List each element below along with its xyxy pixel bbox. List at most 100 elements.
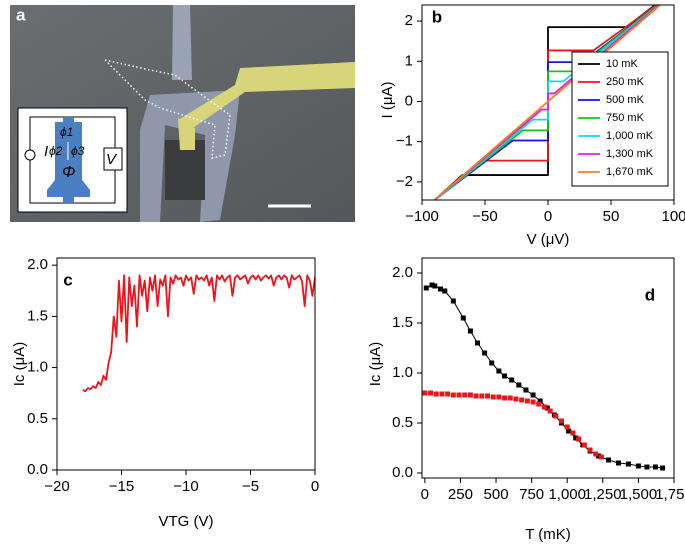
- y-tick-label: 2.0: [392, 264, 413, 281]
- inset: [17, 107, 128, 213]
- panel-label: c: [63, 270, 72, 289]
- y-tick-label: 1.0: [27, 359, 48, 376]
- x-axis-label: V (μV): [527, 231, 570, 248]
- marker: [523, 387, 529, 393]
- marker: [432, 283, 438, 289]
- marker: [445, 391, 451, 397]
- x-tick-label: 50: [603, 208, 620, 225]
- marker: [489, 360, 495, 366]
- legend-label: 250 mK: [606, 76, 645, 88]
- x-tick-label: 1,250: [584, 486, 622, 503]
- marker: [450, 392, 456, 398]
- y-tick-label: −1: [396, 133, 413, 150]
- y-tick-label: 0.5: [392, 414, 413, 431]
- marker: [593, 451, 599, 457]
- marker: [423, 285, 429, 291]
- marker: [439, 391, 445, 397]
- inset-phase: ϕ3: [71, 144, 85, 158]
- x-axis-label: T (mK): [525, 526, 571, 543]
- y-axis-label: Ic (μA): [367, 342, 384, 386]
- marker: [652, 464, 658, 470]
- marker: [587, 447, 593, 453]
- marker: [625, 461, 631, 467]
- series-line: [426, 284, 663, 469]
- x-tick-label: 0: [311, 478, 319, 495]
- x-tick-label: −50: [472, 208, 497, 225]
- marker: [541, 404, 547, 410]
- inset-current: I: [44, 143, 48, 160]
- marker: [581, 442, 587, 448]
- marker: [559, 418, 565, 424]
- marker: [502, 395, 508, 401]
- marker: [536, 401, 542, 407]
- y-tick-label: 0: [405, 92, 413, 109]
- legend-label: 1,300 mK: [606, 148, 654, 160]
- x-tick-label: 1,000: [548, 486, 586, 503]
- marker: [660, 465, 666, 471]
- marker: [442, 288, 448, 294]
- legend-label: 750 mK: [606, 112, 645, 124]
- panel-label: b: [432, 7, 442, 26]
- marker: [450, 298, 456, 304]
- marker: [496, 394, 502, 400]
- marker: [530, 392, 536, 398]
- marker: [422, 390, 428, 396]
- y-tick-label: 1.0: [392, 364, 413, 381]
- legend-box: [571, 51, 669, 187]
- series-line: [434, 4, 661, 201]
- inset-voltage: V: [106, 151, 118, 168]
- marker: [473, 393, 479, 399]
- marker: [635, 463, 641, 469]
- y-tick-label: 1.5: [392, 314, 413, 331]
- x-axis-label: VTG (V): [159, 513, 214, 530]
- marker: [479, 393, 485, 399]
- y-tick-label: 1: [405, 52, 413, 69]
- marker: [509, 377, 515, 383]
- x-tick-label: 0: [544, 208, 552, 225]
- y-tick-label: 0.0: [27, 461, 48, 478]
- x-tick-label: 750: [519, 486, 544, 503]
- marker: [615, 460, 621, 466]
- x-tick-label: −5: [242, 478, 259, 495]
- marker: [596, 453, 602, 459]
- y-axis-label: Ic (μA): [11, 342, 28, 386]
- marker: [482, 350, 488, 356]
- x-tick-label: 1,750: [655, 486, 685, 503]
- marker: [507, 395, 513, 401]
- marker: [606, 457, 612, 463]
- legend-label: 10 mK: [606, 58, 638, 70]
- x-tick-label: 500: [484, 486, 509, 503]
- marker: [644, 464, 650, 470]
- marker: [513, 396, 519, 402]
- legend-label: 1,670 mK: [606, 166, 654, 178]
- marker: [490, 394, 496, 400]
- marker: [530, 399, 536, 405]
- x-tick-label: −10: [173, 478, 198, 495]
- marker: [547, 408, 553, 414]
- marker: [433, 391, 439, 397]
- inset-phase: ϕ2: [49, 144, 63, 158]
- marker: [428, 390, 434, 396]
- inset-phase: ϕ1: [60, 125, 73, 139]
- y-tick-label: 1.5: [27, 307, 48, 324]
- legend-label: 1,000 mK: [606, 130, 654, 142]
- x-tick-label: 0: [421, 486, 429, 503]
- marker: [462, 392, 468, 398]
- marker: [566, 428, 572, 434]
- marker: [524, 398, 530, 404]
- plot-frame: [421, 257, 675, 479]
- marker: [467, 392, 473, 398]
- y-tick-label: 2: [405, 12, 413, 29]
- x-tick-label: 1,500: [620, 486, 658, 503]
- marker: [502, 373, 508, 379]
- y-tick-label: −2: [396, 173, 413, 190]
- x-tick-label: −15: [109, 478, 134, 495]
- x-tick-label: −100: [405, 208, 439, 225]
- marker: [570, 430, 576, 436]
- marker: [496, 368, 502, 374]
- marker: [467, 328, 473, 334]
- marker: [456, 392, 462, 398]
- y-axis-label: I (μA): [379, 82, 396, 119]
